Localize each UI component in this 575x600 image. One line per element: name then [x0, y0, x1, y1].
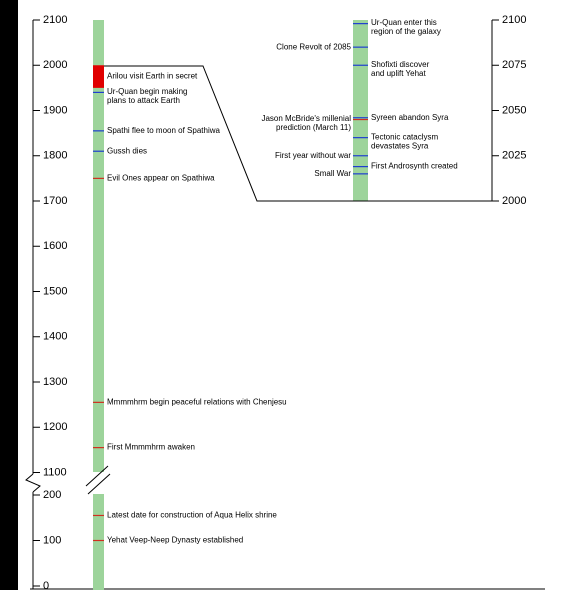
event-label: Shofixti discover — [371, 60, 430, 69]
event-label: Spathi flee to moon of Spathiwa — [107, 126, 221, 135]
y-tick-label: 1500 — [43, 285, 67, 297]
event-label: Small War — [314, 169, 351, 178]
y-tick-label: 1900 — [43, 104, 67, 116]
main-bar — [93, 20, 104, 590]
event-label: First year without war — [275, 151, 351, 160]
event-label: Latest date for construction of Aqua Hel… — [107, 511, 277, 520]
event-label: Syreen abandon Syra — [371, 113, 449, 122]
y-tick-label: 2100 — [502, 14, 526, 26]
y-tick-label: 1300 — [43, 376, 67, 388]
event-span — [93, 65, 104, 88]
event-label: Ur-Quan begin making — [107, 87, 187, 96]
event-label: Jason McBride's millenial — [261, 114, 351, 123]
event-label: First Androsynth created — [371, 162, 458, 171]
y-tick-label: 2100 — [43, 14, 67, 26]
y-tick-label: 1400 — [43, 331, 67, 343]
y-tick-label: 200 — [43, 489, 61, 501]
axis-break — [25, 465, 112, 495]
event-label: prediction (March 11) — [276, 123, 351, 132]
y-tick-label: 1600 — [43, 240, 67, 252]
y-tick-label: 2075 — [502, 59, 526, 71]
y-tick-label: 1800 — [43, 150, 67, 162]
y-tick-label: 2000 — [502, 195, 526, 207]
y-tick-label: 2025 — [502, 150, 526, 162]
event-label: Gussh dies — [107, 146, 147, 155]
y-tick-label: 0 — [43, 580, 49, 592]
event-label: region of the galaxy — [371, 27, 441, 36]
event-label: plans to attack Earth — [107, 96, 180, 105]
y-tick-label: 1100 — [43, 466, 67, 478]
event-label: Clone Revolt of 2085 — [276, 42, 351, 51]
y-tick-label: 1700 — [43, 195, 67, 207]
y-tick-label: 2050 — [502, 104, 526, 116]
event-label: devastates Syra — [371, 141, 429, 150]
event-label: Ur-Quan enter this — [371, 18, 437, 27]
event-label: Yehat Veep-Neep Dynasty established — [107, 536, 243, 545]
y-tick-label: 1200 — [43, 421, 67, 433]
event-label: and uplift Yehat — [371, 69, 426, 78]
event-label: First Mmmmhrm awaken — [107, 443, 195, 452]
y-tick-label: 2000 — [43, 59, 67, 71]
y-tick-label: 100 — [43, 534, 61, 546]
event-label: Arilou visit Earth in secret — [107, 72, 198, 81]
event-label: Mmmmhrm begin peaceful relations with Ch… — [107, 397, 287, 406]
event-label: Evil Ones appear on Spathiwa — [107, 173, 215, 182]
zoom-connector — [104, 65, 492, 202]
side-bar — [0, 0, 18, 590]
event-label: Tectonic cataclysm — [371, 132, 438, 141]
